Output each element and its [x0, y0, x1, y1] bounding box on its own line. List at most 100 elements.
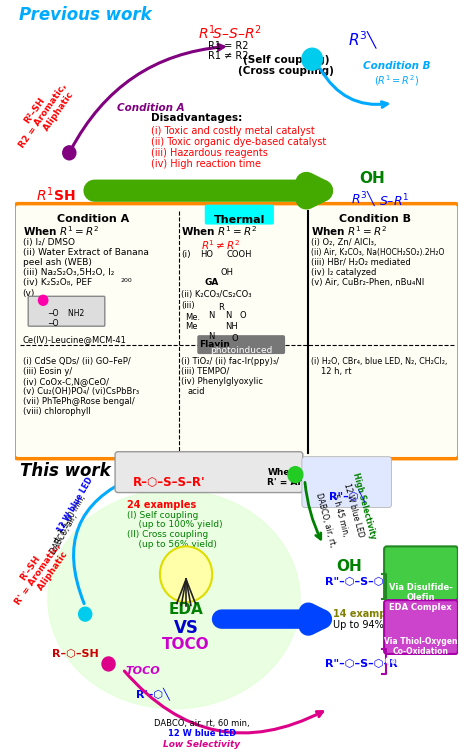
Text: (i) H₂O, CBr₄, blue LED, N₂, CH₂Cl₂,: (i) H₂O, CBr₄, blue LED, N₂, CH₂Cl₂,: [311, 357, 447, 366]
Text: Thermal: Thermal: [214, 214, 265, 224]
Text: (up to 56% yield): (up to 56% yield): [127, 541, 217, 550]
Text: (i) O₂, Zn/ AlCl₃,: (i) O₂, Zn/ AlCl₃,: [311, 238, 377, 247]
Text: R"–⬡–S–⬡–R: R"–⬡–S–⬡–R: [325, 578, 398, 587]
Text: Disadvantages:: Disadvantages:: [151, 113, 242, 123]
Text: N: N: [209, 311, 215, 320]
Text: (ii) Air, K₂CO₃, Na(HOCH₂SO₂).2H₂O: (ii) Air, K₂CO₃, Na(HOCH₂SO₂).2H₂O: [311, 248, 445, 257]
Text: (I) Self coupling: (I) Self coupling: [127, 510, 199, 519]
Text: 24 examples: 24 examples: [127, 500, 196, 510]
Text: (ii) Water Extract of Banana: (ii) Water Extract of Banana: [23, 248, 148, 257]
Text: R: R: [218, 304, 224, 313]
Text: (Self coupling): (Self coupling): [243, 55, 329, 65]
Text: This work: This work: [20, 462, 110, 479]
Text: GA: GA: [204, 279, 219, 288]
Text: Low Selectivity: Low Selectivity: [164, 740, 240, 749]
Text: Flavin: Flavin: [199, 341, 229, 349]
Text: Previous work: Previous work: [19, 6, 152, 24]
Text: HO: HO: [200, 251, 213, 260]
Text: (up to 100% yield): (up to 100% yield): [127, 520, 223, 529]
Text: 200: 200: [121, 279, 132, 283]
FancyBboxPatch shape: [115, 451, 303, 492]
Text: Via Disulfide-: Via Disulfide-: [389, 584, 453, 592]
Text: Condition B: Condition B: [339, 214, 411, 223]
Text: rt, 1.5-60 min,: rt, 1.5-60 min,: [52, 494, 87, 545]
Text: (iii) TEMPO/: (iii) TEMPO/: [182, 367, 230, 376]
Text: ─O: ─O: [48, 319, 58, 328]
Text: R"–⬡–S–⬡–R: R"–⬡–S–⬡–R: [325, 659, 398, 669]
Text: $S$–$R^1$: $S$–$R^1$: [380, 193, 410, 209]
FancyBboxPatch shape: [197, 335, 285, 354]
Text: VS: VS: [173, 619, 199, 637]
Text: (vii) PhTePh@Rose bengal/: (vii) PhTePh@Rose bengal/: [23, 397, 134, 406]
Text: R"–⬡╲: R"–⬡╲: [328, 489, 365, 502]
Text: When
R' = Aryl: When R' = Aryl: [267, 467, 311, 487]
Text: When $R^1 = R^2$: When $R^1 = R^2$: [23, 224, 99, 239]
Text: When $R^1 = R^2$: When $R^1 = R^2$: [182, 224, 258, 239]
Text: (ii) K₂CO₃/Cs₂CO₃: (ii) K₂CO₃/Cs₂CO₃: [182, 291, 252, 299]
Text: OH: OH: [220, 269, 234, 277]
Text: EDA: EDA: [305, 470, 333, 482]
Text: (iv) Phenylglyoxylic: (iv) Phenylglyoxylic: [182, 377, 264, 386]
Text: $R^3$╲: $R^3$╲: [351, 189, 377, 208]
Text: TOCO: TOCO: [162, 637, 210, 652]
Text: (iii) Eosin y/: (iii) Eosin y/: [23, 367, 72, 376]
Text: (iii) HBr/ H₂O₂ mediated: (iii) HBr/ H₂O₂ mediated: [311, 258, 411, 267]
FancyBboxPatch shape: [28, 296, 105, 326]
Circle shape: [302, 48, 322, 70]
FancyBboxPatch shape: [14, 204, 459, 459]
Circle shape: [102, 657, 115, 671]
Text: R²–SH
R2 = Aromatic,
        Aliphatic: R²–SH R2 = Aromatic, Aliphatic: [9, 76, 77, 156]
Text: (Cross coupling): (Cross coupling): [238, 66, 334, 76]
Text: 14 examples: 14 examples: [333, 609, 402, 619]
Text: (iv) CoOx-C,N@CeO/: (iv) CoOx-C,N@CeO/: [23, 377, 109, 386]
Text: (iv) High reaction time: (iv) High reaction time: [151, 159, 261, 169]
Text: (v) Cu₂(OH)PO₄/ (vi)CsPbBr₃: (v) Cu₂(OH)PO₄/ (vi)CsPbBr₃: [23, 387, 139, 396]
Text: 5 h 45 min,: 5 h 45 min,: [330, 493, 350, 538]
Text: NH: NH: [225, 322, 238, 331]
Text: R'–SH
R' = Aromatic,
       Aliphatic: R'–SH R' = Aromatic, Aliphatic: [5, 536, 72, 612]
Text: R–⬡–SH: R–⬡–SH: [53, 649, 99, 659]
Text: N: N: [209, 332, 215, 341]
Text: (v) Air, CuBr₂-Phen, nBu₄NI: (v) Air, CuBr₂-Phen, nBu₄NI: [311, 279, 425, 288]
FancyBboxPatch shape: [384, 547, 458, 600]
Text: (iii) Na₂S₂O₃,5H₂O, I₂: (iii) Na₂S₂O₃,5H₂O, I₂: [23, 269, 114, 277]
Text: OH: OH: [359, 171, 384, 186]
Text: $R^1\!S$–$S$–$R^2$: $R^1\!S$–$S$–$R^2$: [198, 23, 262, 42]
Text: 12 W blue LED: 12 W blue LED: [168, 729, 236, 738]
Text: COOH: COOH: [226, 251, 252, 260]
Text: 12 W blue LED: 12 W blue LED: [55, 476, 94, 534]
Text: 12 h, rt: 12 h, rt: [320, 367, 351, 376]
Text: DABCO, air, rt,: DABCO, air, rt,: [314, 492, 337, 547]
FancyBboxPatch shape: [384, 600, 458, 654]
Text: OH: OH: [337, 559, 363, 575]
Text: O: O: [239, 311, 246, 320]
Text: R'–⬡╲: R'–⬡╲: [137, 687, 170, 700]
Text: (i) CdSe QDs/ (ii) GO–FeP/: (i) CdSe QDs/ (ii) GO–FeP/: [23, 357, 130, 366]
Text: N: N: [225, 311, 232, 320]
Text: $R^3$╲: $R^3$╲: [348, 29, 379, 51]
Text: ─O    NH2: ─O NH2: [48, 310, 84, 319]
Text: TOCO: TOCO: [125, 666, 160, 676]
Text: Ce(IV)-Leucine@MCM-41: Ce(IV)-Leucine@MCM-41: [23, 335, 127, 344]
Text: (iii): (iii): [182, 301, 195, 310]
Text: $R^1$SH: $R^1$SH: [36, 186, 75, 205]
Text: photoinduced: photoinduced: [210, 346, 273, 355]
Text: Co-Oxidation: Co-Oxidation: [392, 647, 448, 656]
Text: Me.: Me.: [185, 313, 200, 322]
Text: peel ash (WEB): peel ash (WEB): [23, 258, 91, 267]
Text: DABCO, air,: DABCO, air,: [49, 513, 79, 556]
Text: EDA Complex: EDA Complex: [389, 603, 452, 612]
Text: High Selectivity: High Selectivity: [351, 471, 378, 540]
Text: Olefin: Olefin: [406, 593, 435, 602]
Text: Condition A: Condition A: [56, 214, 129, 223]
Text: $R^1 \neq R^2$: $R^1 \neq R^2$: [201, 239, 240, 252]
Text: (viii) chlorophyll: (viii) chlorophyll: [23, 407, 91, 416]
Circle shape: [38, 295, 48, 305]
Text: (iv) K₂S₂O₈, PEF: (iv) K₂S₂O₈, PEF: [23, 279, 91, 288]
Circle shape: [288, 467, 303, 482]
Text: Condition B: Condition B: [363, 61, 430, 71]
Text: 12 W blue LED: 12 W blue LED: [342, 482, 365, 538]
Text: Up to 94% yield: Up to 94% yield: [333, 620, 410, 630]
Text: Complex (TOCO): Complex (TOCO): [385, 657, 456, 666]
Text: DABCO, air, rt, 60 min,: DABCO, air, rt, 60 min,: [154, 719, 250, 728]
